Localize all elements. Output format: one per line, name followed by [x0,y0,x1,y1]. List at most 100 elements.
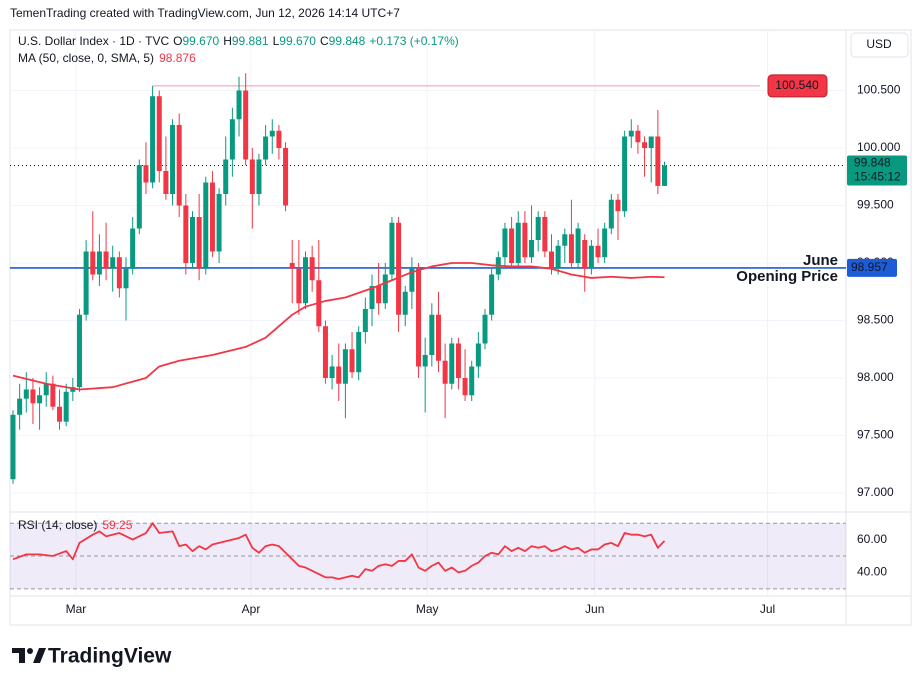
candle-body [648,136,654,148]
candle-body [37,395,43,404]
x-tick-label: Jun [585,602,604,616]
candle-body [376,285,382,304]
candle-body [17,398,23,415]
annotation: Opening Price [736,268,838,285]
candle-body [303,257,309,304]
candle-body [655,136,661,186]
candle-body [229,119,235,160]
candle-body [635,130,641,143]
candle-body [529,239,535,258]
candle-body [475,343,481,367]
candle-body [236,90,242,120]
candle-body [103,251,109,269]
x-tick-label: Apr [242,602,261,616]
logo-mark [12,648,25,663]
y-tick-label: 100.500 [857,83,901,97]
candle-body [482,314,488,344]
candle-body [143,165,149,183]
candle-body [542,216,548,252]
legend-value: 99.848 [329,34,366,48]
candle-body [615,199,621,212]
last-price-tag [847,155,907,186]
y-tick-label: 98.500 [857,313,894,327]
x-tick-label: Mar [66,602,87,616]
legend-key: L [273,34,280,48]
candle-body [90,251,96,275]
candle-body [522,222,528,258]
candle-body [469,366,475,396]
candle-body [276,130,282,148]
annotation: June [803,252,838,269]
candle-body [622,136,628,212]
candle-body [216,193,222,252]
candle-body [163,170,169,194]
legend-key: H [223,34,232,48]
currency-label[interactable]: USD [866,37,892,51]
candle-body [449,343,455,384]
y-tick-label: 97.500 [857,428,894,442]
legend-key: C [320,34,329,48]
candle-body [588,245,594,269]
ma-legend: MA (50, close, 0, SMA, 5) 98.876 [18,51,196,65]
candle-body [382,274,388,304]
chart-frame [9,29,912,626]
candle-body [23,389,29,399]
candle-body [83,251,89,315]
logo-mark [33,648,46,663]
candle-body [296,268,302,304]
price-level-label: 100.540 [775,78,819,92]
candle-body [628,130,634,137]
price-axis-tag [847,258,897,277]
candle-body [509,228,515,263]
candle-body [309,257,315,281]
candle-body [389,222,395,275]
candle-body [156,96,162,171]
legend-value: 99.670 [183,34,220,48]
candle-body [110,257,116,269]
candle-body [429,314,435,355]
candle-body [349,349,355,373]
candle-body [535,216,541,240]
ma-line [12,262,665,391]
candle-body [442,360,448,384]
candle-body [176,124,182,206]
candle-body [575,228,581,263]
candle-body [416,268,422,367]
brand-logo [12,648,46,663]
candle-body [642,142,648,148]
x-tick-label: Jul [760,602,775,616]
candle-body [455,343,461,378]
ma-value: 98.876 [159,51,196,65]
candle-body [249,159,255,194]
candle-body [116,257,122,289]
candle-body [269,130,275,137]
rsi-legend: RSI (14, close) 59.25 [18,518,133,532]
y-tick-label: 99.500 [857,198,894,212]
y-tick-label: 100.000 [857,140,901,154]
candle-body [422,354,428,367]
candle-body [243,90,249,160]
candle-body [76,314,82,388]
rsi-tick-label: 40.00 [857,565,887,579]
rsi-tick-label: 60.00 [857,532,887,546]
candle-body [369,285,375,309]
candle-body [196,216,202,269]
candle-body [203,182,209,269]
logo-mark [27,648,33,654]
legend-value: 99.881 [232,34,269,48]
candle-body [123,268,129,289]
candle-body [183,205,189,263]
candle-body [57,406,63,422]
y-tick-label: 97.000 [857,485,894,499]
currency-button[interactable] [850,32,909,58]
candle-body [602,228,608,258]
candle-body [608,199,614,229]
symbol-legend: U.S. Dollar Index · 1D · TVC O99.670 H99.8… [18,34,459,48]
candle-body [130,228,136,269]
candle-body [50,383,56,407]
candle-body [150,96,156,183]
candle-body [409,268,415,292]
candle-body [662,165,668,186]
candle-body [515,222,521,263]
